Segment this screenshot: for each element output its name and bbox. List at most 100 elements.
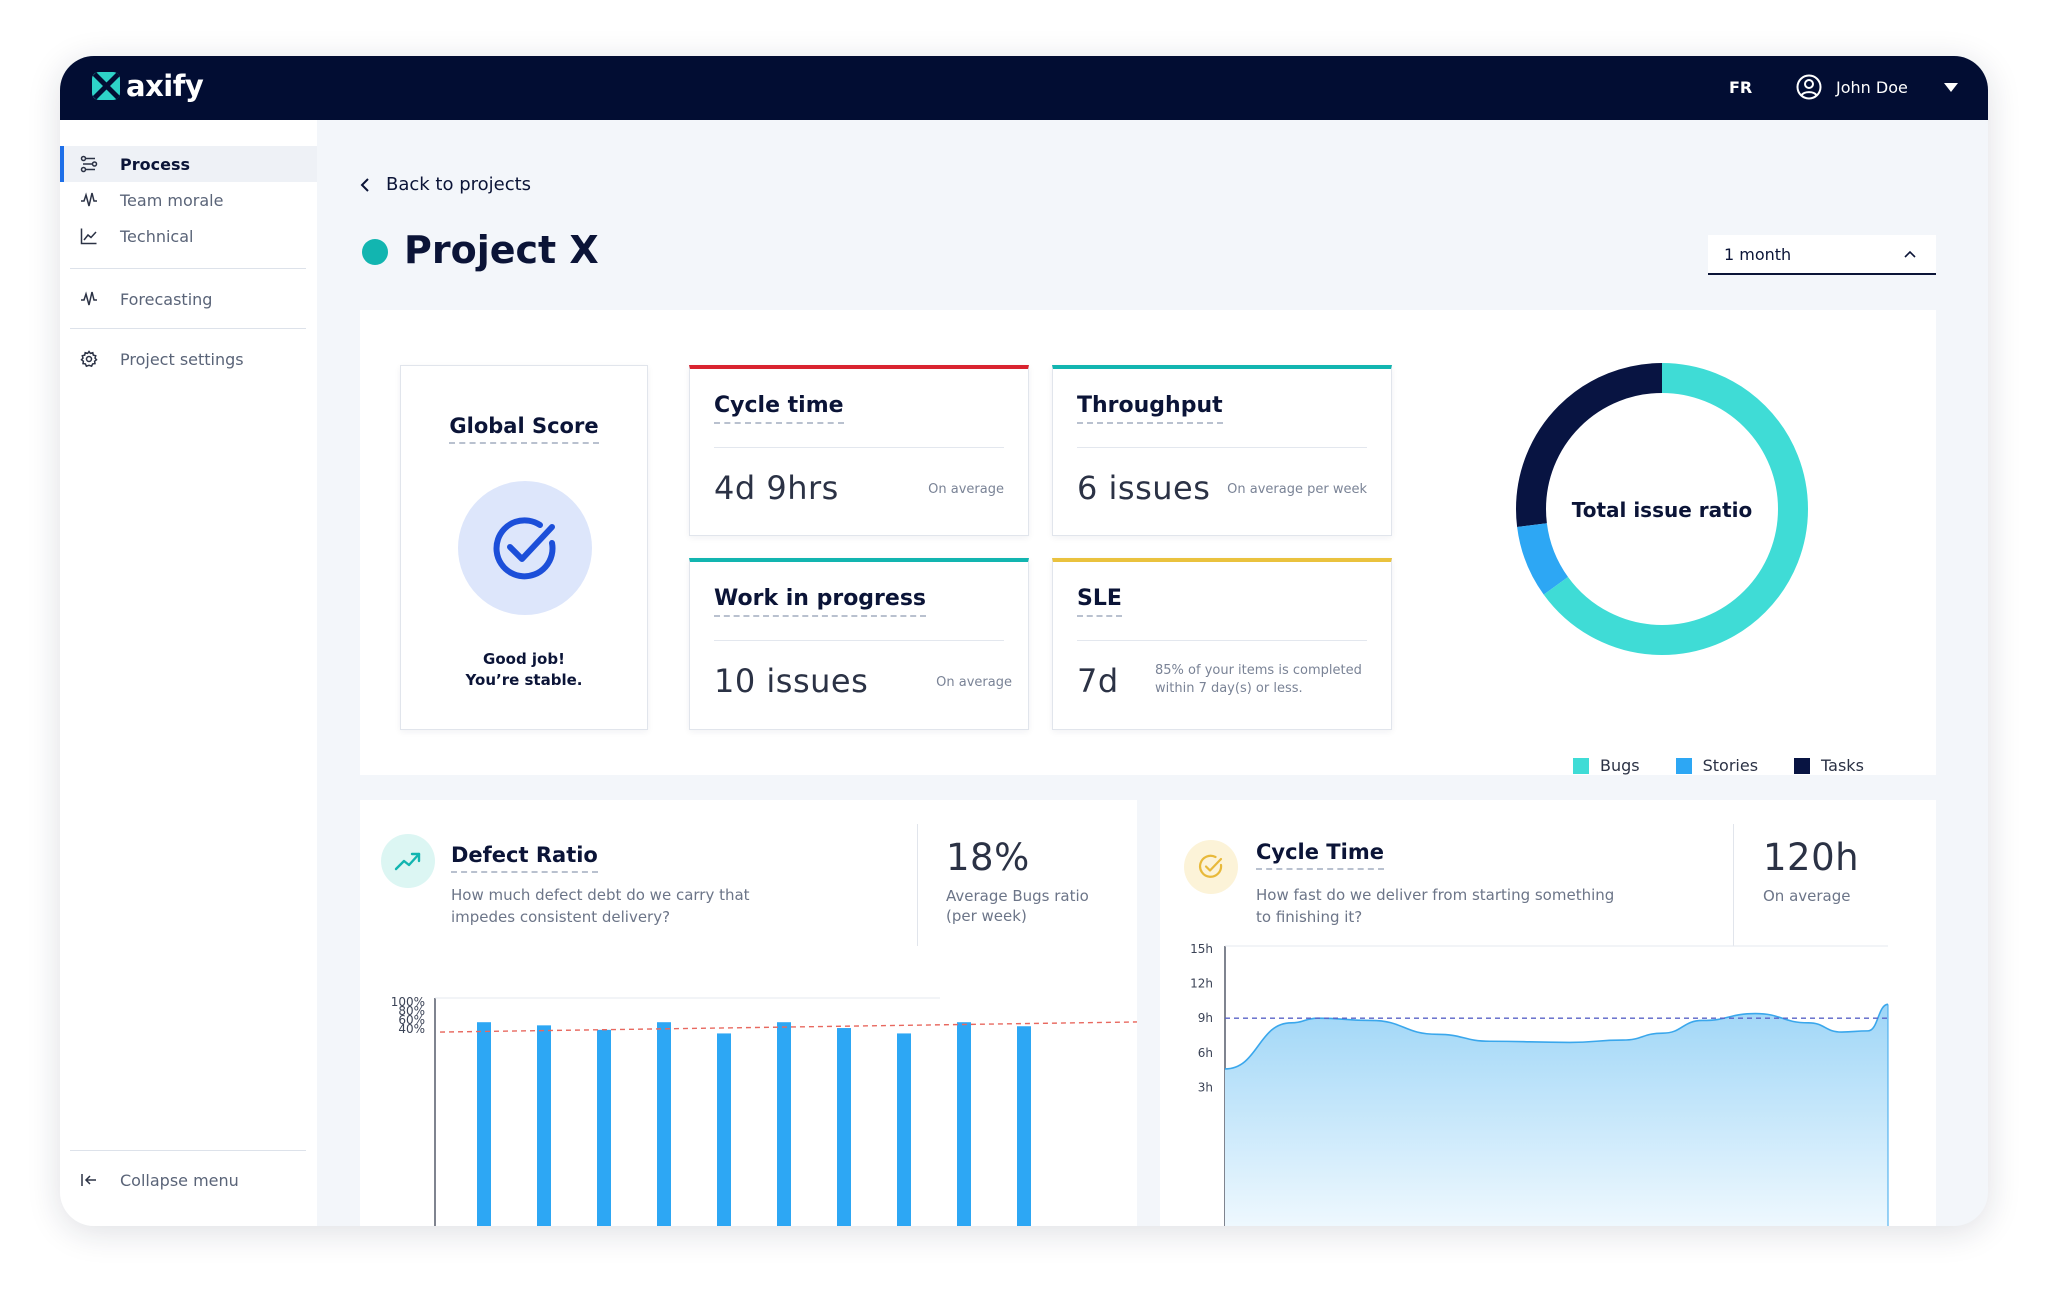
trend-line	[439, 1021, 1137, 1033]
user-name: John Doe	[1836, 77, 1908, 97]
bar[interactable]	[657, 1022, 671, 1226]
cycle-time-badge	[1184, 840, 1238, 894]
sidebar-item-label: Technical	[120, 226, 194, 246]
bar[interactable]	[957, 1022, 971, 1226]
collapse-menu-button[interactable]: Collapse menu	[60, 1162, 317, 1198]
check-circle-icon	[1198, 854, 1223, 878]
sidebar-item-technical[interactable]: Technical	[60, 218, 317, 254]
defect-ratio-badge	[381, 834, 435, 888]
legend-label: Bugs	[1600, 756, 1640, 775]
chevron-down-icon[interactable]	[1943, 82, 1958, 92]
collapse-left-icon	[81, 1174, 96, 1186]
card-title: Throughput	[1077, 393, 1223, 424]
card-note-line2: within 7 day(s) or less.	[1155, 681, 1303, 696]
user-menu[interactable]: John Doe	[1796, 74, 1958, 100]
work-in-progress-card[interactable]: Work in progress 10 issues On average	[689, 558, 1029, 730]
card-title: SLE	[1077, 586, 1122, 617]
donut-title: Total issue ratio	[1572, 498, 1753, 522]
sidebar-divider	[70, 1150, 306, 1151]
throughput-card[interactable]: Throughput 6 issues On average per week	[1052, 365, 1392, 536]
sidebar-item-label: Project settings	[120, 349, 244, 369]
y-tick-label: 100%	[391, 995, 425, 1009]
global-score-title: Global Score	[449, 414, 599, 444]
bar[interactable]	[477, 1022, 491, 1226]
metric-divider	[917, 824, 918, 946]
back-to-projects-link[interactable]: Back to projects	[358, 174, 531, 195]
sidebar-item-label: Forecasting	[120, 289, 213, 309]
metric-description: How fast do we deliver from starting som…	[1256, 886, 1615, 926]
card-title: Work in progress	[714, 586, 927, 617]
y-tick-label: 80%	[398, 1004, 425, 1018]
metric-value: 120h	[1763, 836, 1860, 879]
sidebar-item-process[interactable]: Process	[60, 146, 317, 182]
collapse-menu-label: Collapse menu	[120, 1170, 239, 1190]
card-title: Cycle time	[714, 393, 844, 424]
legend-swatch	[1573, 757, 1589, 774]
legend-item-bugs: Bugs	[1573, 756, 1640, 775]
donut-slice-bugs[interactable]	[1516, 363, 1808, 655]
language-switch[interactable]: FR	[1729, 78, 1753, 97]
y-tick-label: 12h	[1190, 977, 1213, 991]
bar[interactable]	[537, 1025, 551, 1226]
page-title: Project X	[404, 228, 599, 272]
cycle-time-panel: Cycle Time How fast do we deliver from s…	[1160, 800, 1936, 1226]
cycle-time-card[interactable]: Cycle time 4d 9hrs On average	[689, 365, 1029, 536]
legend-swatch	[1675, 757, 1692, 774]
logo[interactable]: axify	[92, 69, 204, 103]
sidebar-item-project-settings[interactable]: Project settings	[60, 341, 317, 377]
bar[interactable]	[777, 1022, 791, 1226]
y-tick-label: 9h	[1198, 1011, 1213, 1025]
top-bar: axify FR John Doe	[60, 56, 1988, 120]
period-select[interactable]: 1 month	[1708, 235, 1936, 275]
bar[interactable]	[897, 1033, 911, 1226]
card-divider	[1077, 640, 1367, 641]
card-divider	[714, 640, 1004, 641]
sidebar-item-label: Team morale	[120, 190, 224, 210]
pulse-icon	[81, 192, 97, 207]
area-fill	[1225, 1004, 1888, 1226]
logo-text: axify	[126, 69, 204, 103]
global-score-card: Global Score Good job! You’re stable.	[400, 365, 648, 730]
score-message-line2: You’re stable.	[465, 671, 583, 689]
gear-icon	[80, 350, 98, 368]
legend-item-tasks: Tasks	[1794, 756, 1864, 775]
card-divider	[1077, 447, 1367, 448]
metric-label-line1: Average Bugs ratio	[946, 887, 1089, 905]
legend-swatch	[1794, 757, 1811, 774]
chevron-left-icon	[360, 177, 369, 192]
bar[interactable]	[717, 1033, 731, 1226]
bar[interactable]	[597, 1029, 611, 1226]
process-icon	[80, 155, 98, 173]
summary-panel: Global Score Good job! You’re stable. Cy…	[360, 310, 1936, 775]
card-note: On average	[928, 482, 1004, 497]
check-circle-icon	[493, 517, 556, 580]
project-status-dot	[362, 239, 388, 265]
sidebar: Process Team morale Technical Forecastin…	[60, 120, 317, 1226]
axify-logo-icon	[92, 72, 120, 100]
metric-label-line2: (per week)	[946, 907, 1027, 925]
y-tick-label: 6h	[1198, 1046, 1213, 1060]
card-note: On average per week	[1227, 482, 1367, 497]
line-chart-icon	[80, 228, 97, 245]
y-tick-label: 60%	[398, 1013, 425, 1027]
card-value: 7d	[1077, 662, 1119, 700]
legend-label: Stories	[1702, 756, 1759, 775]
back-label: Back to projects	[386, 174, 532, 195]
defect-ratio-panel: Defect Ratio How much defect debt do we …	[360, 800, 1137, 1226]
y-tick-label: 15h	[1190, 942, 1213, 956]
chevron-up-icon	[1904, 250, 1916, 258]
cycle-time-chart: 15h 12h 9h 6h 3h	[1190, 942, 1889, 1226]
bar[interactable]	[837, 1028, 851, 1226]
card-divider	[714, 447, 1004, 448]
legend-item-stories: Stories	[1675, 756, 1759, 775]
metric-title: Cycle Time	[1256, 840, 1384, 870]
metric-description: How much defect debt do we carry that im…	[451, 886, 750, 926]
sidebar-item-team-morale[interactable]: Team morale	[60, 182, 317, 218]
score-badge	[458, 481, 592, 615]
bar[interactable]	[1017, 1026, 1031, 1226]
sidebar-item-forecasting[interactable]: Forecasting	[60, 281, 317, 317]
y-tick-label: 3h	[1198, 1080, 1213, 1094]
metric-divider	[1733, 824, 1734, 946]
score-message-line1: Good job!	[483, 650, 565, 668]
sle-card[interactable]: SLE 7d 85% of your items is completed wi…	[1052, 558, 1392, 730]
